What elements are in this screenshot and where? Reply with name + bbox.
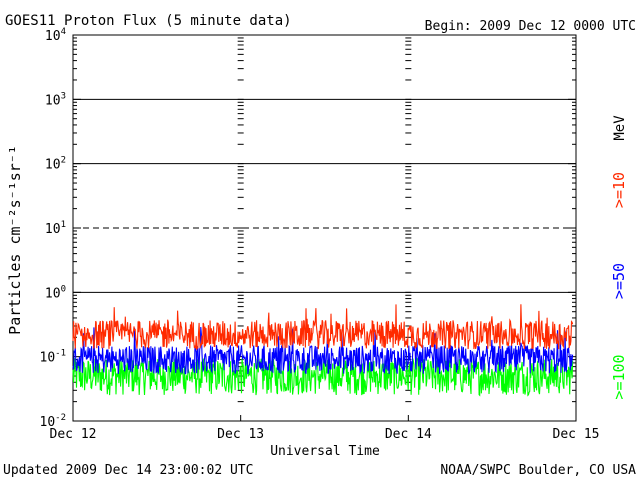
chart-title: GOES11 Proton Flux (5 minute data) — [5, 13, 292, 29]
y-tick-label: 10-2 — [40, 413, 67, 430]
minor-ticks — [72, 37, 577, 422]
y-tick-label: 101 — [45, 220, 66, 237]
series-line-ge10 — [72, 304, 574, 351]
updated-timestamp: Updated 2009 Dec 14 23:00:02 UTC — [3, 463, 253, 478]
legend: MeV >=10 >=50 >=100 — [610, 115, 628, 400]
begin-time-label: Begin: 2009 Dec 12 0000 UTC — [425, 19, 636, 34]
series-line-ge50 — [72, 326, 574, 375]
x-tick-label: Dec 13 — [217, 427, 264, 442]
threshold-lines — [73, 98, 576, 293]
y-tick-label: 102 — [45, 156, 66, 173]
series-line-ge100 — [72, 356, 574, 397]
series-group — [72, 304, 574, 397]
y-axis-label: Particles cm⁻²s⁻¹sr⁻¹ — [6, 145, 24, 335]
legend-ge10: >=10 — [610, 172, 628, 208]
legend-ge100: >=100 — [610, 354, 628, 399]
y-tick-label: 100 — [45, 284, 66, 301]
y-tick-label: 104 — [45, 27, 66, 44]
x-tick-labels: Dec 12 Dec 13 Dec 14 Dec 15 — [50, 427, 600, 442]
legend-ge50: >=50 — [610, 263, 628, 299]
x-axis-label: Universal Time — [270, 444, 380, 459]
x-tick-label: Dec 12 — [50, 427, 97, 442]
y-tick-label: 103 — [45, 91, 66, 108]
y-tick-label: 10-1 — [40, 349, 67, 366]
y-tick-labels: 104 103 102 101 100 10-1 10-2 — [40, 27, 67, 430]
credit-label: NOAA/SWPC Boulder, CO USA — [440, 463, 636, 478]
x-tick-label: Dec 14 — [385, 427, 432, 442]
x-tick-label: Dec 15 — [553, 427, 600, 442]
legend-unit: MeV — [612, 115, 628, 141]
